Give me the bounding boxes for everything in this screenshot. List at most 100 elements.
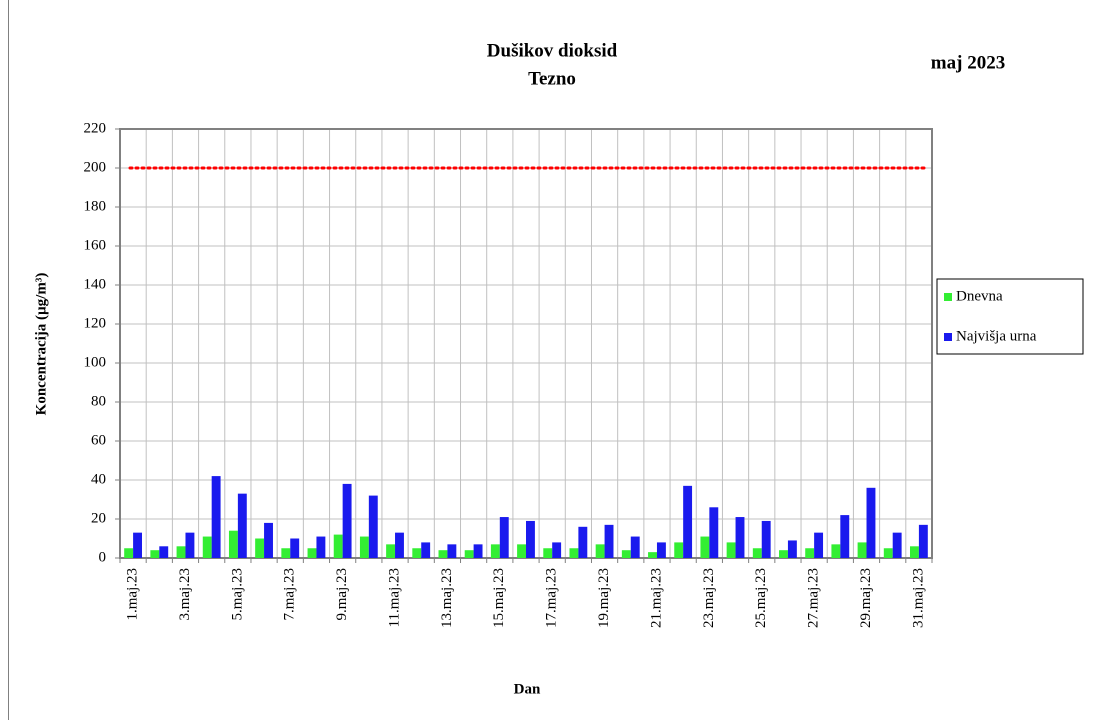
bar (264, 522, 273, 558)
legend-label: Najvišja urna (956, 328, 1037, 344)
bar (159, 546, 169, 558)
x-tick-label: 7.maj.23 (282, 568, 298, 621)
x-tick-label: 27.maj.23 (806, 568, 822, 628)
bar (237, 493, 247, 558)
bar (779, 550, 788, 558)
bar (630, 536, 640, 558)
y-tick-label: 40 (91, 471, 106, 487)
x-tick-label: 11.maj.23 (386, 568, 402, 627)
bar (761, 520, 771, 558)
bar (814, 532, 824, 558)
y-tick-label: 120 (84, 315, 107, 331)
bar (752, 548, 762, 558)
y-axis-label: Koncentracija (µg/m³) (33, 273, 49, 416)
bar (386, 544, 396, 558)
bar (656, 542, 666, 558)
annotation: maj 2023 (931, 52, 1005, 73)
bar (526, 520, 535, 558)
bar (831, 544, 841, 558)
bar (342, 483, 352, 558)
bar (412, 548, 422, 558)
bar (918, 524, 928, 558)
bar (866, 487, 876, 558)
y-tick-label: 200 (84, 159, 107, 175)
bar (552, 542, 562, 558)
chart-title: Dušikov dioksid (487, 40, 618, 61)
x-tick-label: 9.maj.23 (334, 568, 350, 621)
bar (438, 550, 448, 558)
bar (700, 536, 710, 558)
plot-area (120, 129, 932, 558)
bar (648, 552, 657, 558)
x-tick-label: 21.maj.23 (648, 568, 664, 628)
x-tick-label: 3.maj.23 (177, 568, 193, 621)
bar (883, 548, 893, 558)
bar (674, 542, 684, 558)
x-tick-label: 31.maj.23 (910, 568, 926, 628)
y-tick-label: 60 (91, 432, 106, 448)
bar (473, 544, 483, 558)
bar (595, 544, 605, 558)
bar (578, 526, 588, 558)
x-tick-label: 23.maj.23 (701, 568, 717, 628)
y-tick-label: 220 (84, 120, 107, 136)
bar (621, 550, 631, 558)
bar (368, 495, 378, 558)
x-tick-label: 15.maj.23 (491, 568, 507, 628)
bar (333, 534, 343, 558)
bar (359, 536, 369, 558)
bar (735, 517, 745, 558)
bar (543, 548, 553, 558)
bar (464, 550, 474, 558)
bar (228, 530, 238, 558)
bar (499, 517, 509, 558)
legend-swatch (944, 333, 952, 341)
x-tick-label: 25.maj.23 (753, 568, 769, 628)
bar (604, 524, 614, 558)
bar (150, 550, 160, 558)
y-tick-label: 140 (84, 276, 107, 292)
legend-box (936, 278, 1084, 355)
x-tick-label: 19.maj.23 (596, 568, 612, 628)
x-tick-label: 5.maj.23 (229, 568, 245, 621)
bar (726, 542, 736, 558)
bar (709, 507, 719, 558)
bar (490, 544, 500, 558)
bar (281, 548, 291, 558)
bar (683, 485, 693, 558)
bar (805, 548, 815, 558)
x-tick-label: 29.maj.23 (858, 568, 874, 628)
bar (124, 548, 134, 558)
x-tick-label: 13.maj.23 (439, 568, 455, 628)
bar (290, 538, 300, 558)
y-tick-label: 180 (84, 198, 107, 214)
bar (909, 546, 919, 558)
bar (395, 532, 404, 558)
y-tick-label: 0 (99, 549, 107, 565)
bar (787, 540, 797, 558)
bar (316, 536, 326, 558)
bar (133, 532, 143, 558)
bar (255, 538, 265, 558)
legend-label: Dnevna (956, 288, 1003, 304)
y-tick-label: 160 (84, 237, 107, 253)
chart-subtitle: Tezno (528, 68, 576, 89)
bar (517, 544, 526, 558)
x-tick-label: 17.maj.23 (544, 568, 560, 628)
bar (569, 548, 579, 558)
bar (447, 544, 457, 558)
y-tick-label: 20 (91, 510, 106, 526)
x-tick-label: 1.maj.23 (125, 568, 141, 621)
bar (211, 476, 221, 558)
bar (307, 548, 317, 558)
bar (185, 532, 195, 558)
bar (202, 536, 212, 558)
bar (892, 532, 902, 558)
y-tick-label: 80 (91, 393, 106, 409)
bar (840, 515, 850, 558)
y-tick-label: 100 (84, 354, 107, 370)
bar (857, 542, 867, 558)
bar (421, 542, 431, 558)
x-axis-label: Dan (514, 681, 541, 697)
